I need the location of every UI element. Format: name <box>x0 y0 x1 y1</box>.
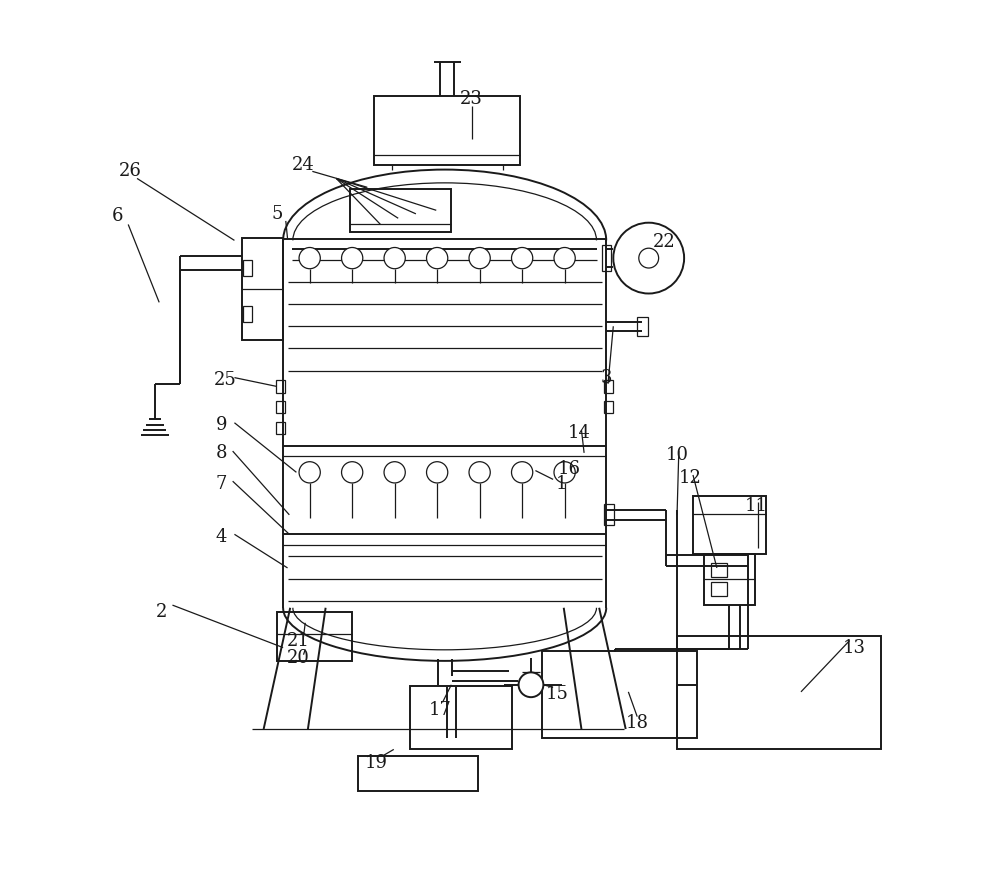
Bar <box>711 563 727 577</box>
Text: 22: 22 <box>652 234 675 251</box>
Bar <box>604 504 614 526</box>
Circle shape <box>512 462 533 483</box>
Text: 10: 10 <box>666 446 689 464</box>
Text: 9: 9 <box>215 416 227 433</box>
Text: 3: 3 <box>600 369 612 386</box>
Text: 24: 24 <box>292 156 315 174</box>
Bar <box>350 189 451 232</box>
Circle shape <box>519 672 543 697</box>
Text: 4: 4 <box>215 528 227 546</box>
Circle shape <box>512 248 533 269</box>
Bar <box>542 651 697 738</box>
Bar <box>374 96 520 165</box>
Text: 17: 17 <box>428 701 451 718</box>
Bar <box>358 756 478 791</box>
Circle shape <box>469 462 490 483</box>
Text: 20: 20 <box>287 649 310 667</box>
Bar <box>602 245 611 272</box>
Text: 19: 19 <box>365 754 388 772</box>
Text: 21: 21 <box>287 631 310 649</box>
Text: 2: 2 <box>156 603 168 622</box>
Text: 1: 1 <box>556 475 568 493</box>
Text: 12: 12 <box>679 469 702 487</box>
Circle shape <box>427 248 448 269</box>
Text: 6: 6 <box>112 207 123 225</box>
Text: 7: 7 <box>215 475 227 493</box>
Bar <box>243 260 252 276</box>
Circle shape <box>613 223 684 294</box>
Circle shape <box>384 248 405 269</box>
Text: 16: 16 <box>558 460 581 478</box>
Text: 11: 11 <box>745 497 768 515</box>
Bar <box>604 400 613 413</box>
Bar <box>704 554 755 605</box>
Text: 23: 23 <box>460 90 483 107</box>
Bar <box>277 612 352 661</box>
Circle shape <box>384 462 405 483</box>
Bar <box>242 238 283 339</box>
Text: 5: 5 <box>271 205 283 223</box>
Bar <box>711 583 727 596</box>
Bar <box>276 400 285 413</box>
Bar <box>243 305 252 321</box>
Text: 14: 14 <box>568 424 591 442</box>
Text: 15: 15 <box>546 685 569 702</box>
Bar <box>276 422 285 434</box>
Circle shape <box>299 248 320 269</box>
Circle shape <box>427 462 448 483</box>
Circle shape <box>342 248 363 269</box>
Bar <box>276 380 285 392</box>
Bar <box>677 636 881 749</box>
Text: 13: 13 <box>843 638 866 656</box>
Bar <box>604 380 613 392</box>
Circle shape <box>342 462 363 483</box>
Text: 18: 18 <box>626 714 649 732</box>
Circle shape <box>639 248 659 268</box>
Text: 26: 26 <box>119 163 141 180</box>
Circle shape <box>554 462 575 483</box>
Text: 8: 8 <box>215 444 227 462</box>
Text: 25: 25 <box>214 371 237 389</box>
Bar <box>693 496 766 554</box>
Bar <box>410 686 512 749</box>
Circle shape <box>469 248 490 269</box>
Circle shape <box>299 462 320 483</box>
Bar <box>637 316 648 336</box>
Circle shape <box>554 248 575 269</box>
